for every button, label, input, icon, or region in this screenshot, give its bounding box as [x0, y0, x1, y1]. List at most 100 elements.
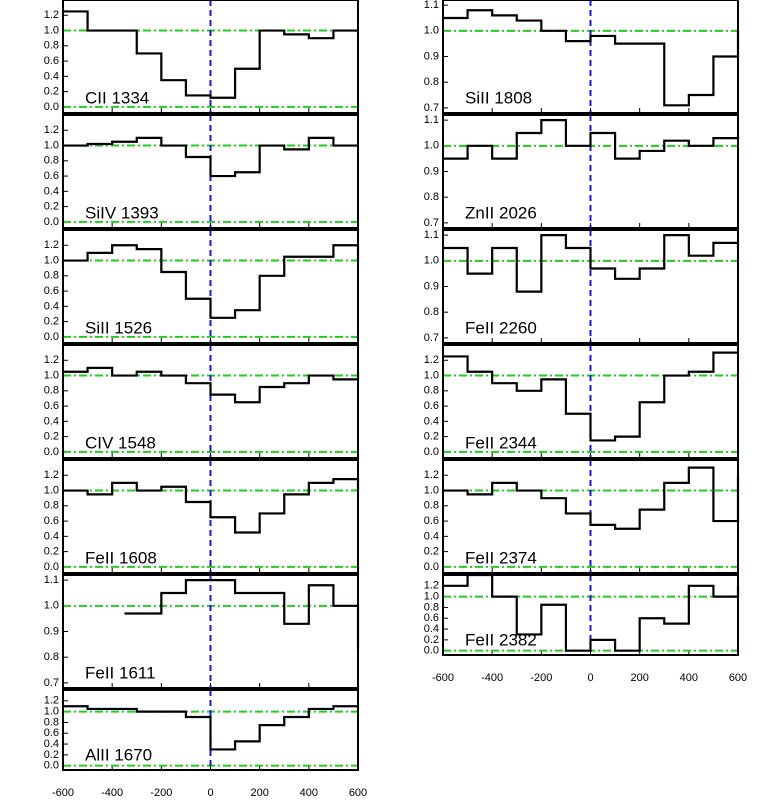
y-tick-label: 1.0	[44, 706, 59, 718]
y-tick-label: 1.0	[424, 255, 439, 267]
panel-frame	[62, 344, 359, 459]
y-tick-label: 0.0	[424, 561, 439, 573]
y-tick-label: 0.7	[424, 217, 439, 229]
x-tick-label: 400	[680, 672, 698, 684]
y-tick-label: 1.2	[44, 124, 59, 136]
y-tick-label: 0.9	[424, 165, 439, 177]
y-tick-label: 0.4	[44, 185, 59, 197]
x-tick-label: -200	[530, 672, 552, 684]
y-tick-label: 0.4	[424, 530, 439, 542]
spectrum-line	[63, 244, 360, 319]
y-tick-label: 0.6	[44, 515, 59, 527]
y-tick-label: 0.2	[44, 316, 59, 328]
x-tick-label: 600	[729, 672, 747, 684]
y-tick-label: 0.6	[424, 400, 439, 412]
line-label: SiIV 1393	[85, 203, 159, 222]
y-tick-label: 0.8	[44, 651, 59, 663]
spectrum-line	[63, 705, 360, 751]
spectrum-line	[443, 119, 740, 160]
panel-frame	[62, 0, 359, 114]
spectrum-line	[63, 477, 360, 534]
y-tick-label: 1.0	[44, 139, 59, 151]
line-label: CII 1334	[85, 88, 149, 107]
line-label: SiII 1526	[85, 318, 152, 337]
line-label: FeII 2374	[465, 548, 537, 567]
y-tick-label: 0.2	[44, 201, 59, 213]
line-label: AlII 1670	[85, 745, 152, 764]
line-label: FeII 2260	[465, 318, 537, 337]
y-tick-label: 1.2	[424, 354, 439, 366]
panel-frame	[442, 0, 739, 114]
y-tick-label: 1.2	[44, 695, 59, 707]
y-tick-label: 0.7	[44, 677, 59, 689]
spectrum-line	[63, 10, 358, 99]
panel-frame	[62, 114, 359, 229]
spectrum-line	[63, 366, 360, 404]
y-tick-label: 0.4	[44, 415, 59, 427]
y-tick-label: 0.6	[44, 55, 59, 67]
y-tick-label: 0.8	[424, 76, 439, 88]
y-tick-label: 0.6	[44, 285, 59, 297]
panel-frame	[62, 689, 359, 771]
y-tick-label: 1.2	[44, 469, 59, 481]
y-tick-label: 0.2	[44, 546, 59, 558]
y-tick-label: 0.0	[44, 561, 59, 573]
y-tick-label: 0.8	[424, 385, 439, 397]
y-tick-label: 0.0	[424, 446, 439, 458]
y-tick-label: 0.9	[44, 625, 59, 637]
line-label: FeII 1608	[85, 548, 157, 567]
panel-frame	[62, 574, 359, 689]
y-tick-label: 0.4	[424, 623, 439, 635]
y-tick-label: 1.1	[44, 574, 59, 586]
x-tick-label: 600	[349, 787, 367, 799]
x-tick-label: 0	[207, 787, 213, 799]
y-tick-label: 1.2	[44, 354, 59, 366]
y-tick-label: 0.2	[44, 431, 59, 443]
panel-frame	[442, 114, 739, 229]
y-tick-label: 0.2	[424, 634, 439, 646]
y-tick-label: 0.2	[44, 86, 59, 98]
y-tick-label: 1.0	[44, 600, 59, 612]
y-tick-label: 0.4	[44, 530, 59, 542]
y-tick-label: 1.0	[424, 25, 439, 37]
y-tick-label: 0.0	[44, 101, 59, 113]
y-tick-label: 0.4	[44, 738, 59, 750]
panel-frame	[62, 459, 359, 574]
y-tick-label: 0.4	[424, 415, 439, 427]
y-tick-label: 0.8	[44, 716, 59, 728]
y-tick-label: 0.8	[44, 40, 59, 52]
panel-frame	[442, 229, 739, 344]
x-tick-label: 200	[250, 787, 268, 799]
line-label: FeII 2344	[465, 433, 537, 452]
y-tick-label: 1.0	[424, 140, 439, 152]
y-tick-label: 1.1	[424, 114, 439, 126]
y-tick-label: 0.8	[44, 270, 59, 282]
y-tick-label: 0.7	[424, 332, 439, 344]
y-tick-label: 1.0	[44, 254, 59, 266]
y-tick-label: 0.8	[424, 306, 439, 318]
y-tick-label: 0.6	[424, 515, 439, 527]
y-tick-label: 0.6	[44, 170, 59, 182]
y-tick-label: 0.2	[424, 546, 439, 558]
y-tick-label: 0.4	[44, 300, 59, 312]
y-tick-label: 0.0	[44, 760, 59, 772]
y-tick-label: 1.2	[424, 580, 439, 592]
y-tick-label: 0.8	[44, 155, 59, 167]
panel-frame	[62, 229, 359, 344]
y-tick-label: 0.6	[44, 727, 59, 739]
y-tick-label: 1.0	[424, 484, 439, 496]
x-tick-label: 200	[630, 672, 648, 684]
y-tick-label: 0.0	[44, 331, 59, 343]
x-tick-label: 400	[300, 787, 318, 799]
line-label: CIV 1548	[85, 433, 156, 452]
spectrum-line	[443, 573, 740, 652]
x-tick-label: -200	[150, 787, 172, 799]
x-tick-label: -400	[481, 672, 503, 684]
x-tick-label: -600	[52, 787, 74, 799]
y-tick-label: 1.0	[424, 591, 439, 603]
y-tick-label: 0.0	[424, 645, 439, 657]
panel-frame	[442, 459, 739, 574]
y-tick-label: 1.0	[44, 484, 59, 496]
spectrum-line	[124, 579, 360, 650]
